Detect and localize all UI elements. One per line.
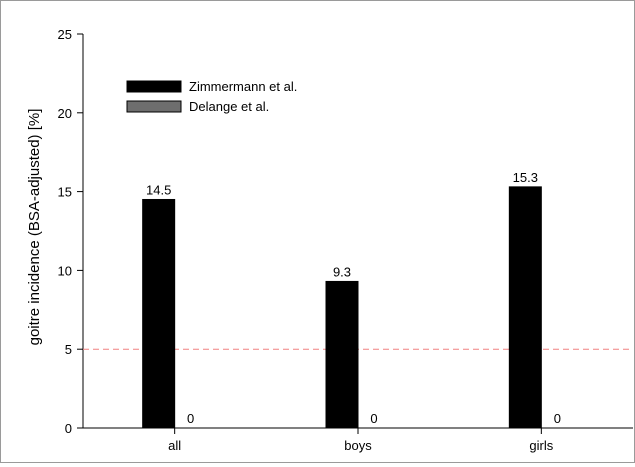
- legend-swatch: [126, 100, 182, 113]
- y-tick-label: 20: [58, 106, 72, 121]
- data-label: 0: [370, 411, 377, 426]
- legend-label: Delange et al.: [189, 99, 269, 114]
- y-tick-label: 5: [65, 342, 72, 357]
- bars: 14.5 0 9.3 0 15.3 0: [142, 170, 561, 429]
- x-axis: all boys girls: [83, 427, 633, 453]
- legend: Zimmermann et al. Delange et al.: [126, 79, 297, 114]
- x-tick-label: all: [168, 438, 181, 453]
- data-label: 14.5: [146, 182, 171, 197]
- bar-zimmermann-boys: [325, 280, 359, 429]
- x-tick-label: girls: [529, 438, 553, 453]
- legend-swatch: [126, 80, 182, 93]
- y-tick-label: 15: [58, 185, 72, 200]
- y-tick-label: 10: [58, 263, 72, 278]
- y-axis-label: goitre incidence (BSA-adjusted) [%]: [26, 109, 43, 346]
- bar-zimmermann-girls: [508, 186, 542, 429]
- data-label: 9.3: [333, 264, 351, 279]
- bar-zimmermann-all: [142, 198, 176, 429]
- data-label: 15.3: [513, 170, 538, 185]
- y-tick-label: 0: [65, 421, 72, 436]
- y-tick-label: 25: [58, 27, 72, 42]
- x-tick-label: boys: [344, 438, 372, 453]
- data-label: 0: [187, 411, 194, 426]
- data-label: 0: [554, 411, 561, 426]
- y-axis: 0 5 10 15 20 25: [58, 27, 84, 436]
- legend-label: Zimmermann et al.: [189, 79, 297, 94]
